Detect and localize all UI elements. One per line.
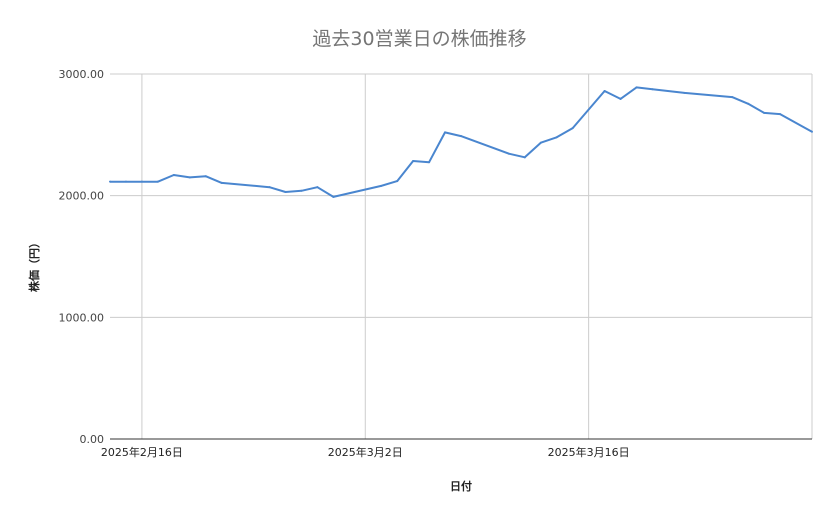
data-point [683,91,686,94]
y-axis-ticks: 0.00 1000.00 2000.00 3000.00 [59,68,105,446]
y-tick-label: 1000.00 [59,311,105,324]
y-tick-label: 2000.00 [59,190,105,203]
data-point [539,141,542,144]
data-point [284,191,287,194]
data-point [507,152,510,155]
data-point [204,175,207,178]
series-line [110,86,813,198]
data-point [316,186,319,189]
data-point [747,102,750,105]
data-point [188,176,191,179]
gridlines [110,73,813,439]
y-tick-label: 3000.00 [59,68,105,81]
x-axis-ticks: 2025年2月16日 2025年3月2日 2025年3月16日 [101,445,630,459]
data-point [412,159,415,162]
data-point [220,181,223,184]
data-point [731,96,734,99]
data-point [603,90,606,93]
data-point [619,97,622,100]
data-point [124,180,127,183]
data-point [172,173,175,176]
x-tick-label: 2025年3月2日 [328,445,403,459]
x-axis-label: 日付 [450,479,472,493]
data-point [268,186,271,189]
data-point [523,156,526,159]
y-axis-label: 株価（円） [27,237,41,292]
data-point [332,195,335,198]
y-tick-label: 0.00 [80,433,105,446]
data-point [380,184,383,187]
data-point [109,180,111,183]
data-point [140,180,143,183]
data-point [555,136,558,139]
data-point [428,161,431,164]
data-point [156,180,159,183]
data-point [651,88,654,91]
data-point [460,135,462,138]
data-point [571,127,574,130]
x-tick-label: 2025年2月16日 [101,445,183,459]
data-point [396,180,399,183]
chart-title: 過去30営業日の株価推移 [312,28,527,50]
data-point [300,189,303,192]
data-point [779,113,782,116]
data-point [635,86,638,89]
data-point [811,130,813,133]
series-layer [109,86,813,198]
data-point [444,131,447,134]
data-point [763,111,766,114]
x-tick-label: 2025年3月16日 [548,445,630,459]
